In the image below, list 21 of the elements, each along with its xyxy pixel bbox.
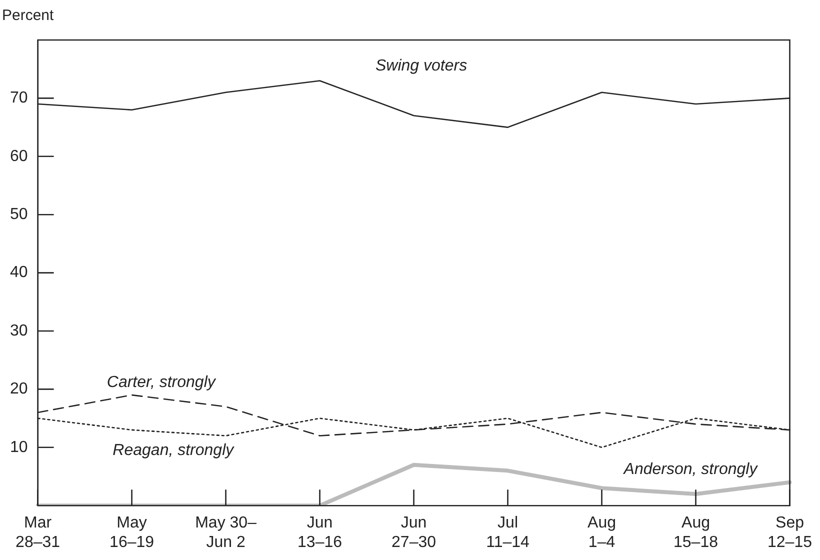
annotation: Carter, strongly xyxy=(106,374,216,392)
y-axis-title: Percent xyxy=(2,7,55,24)
y-tick-label: 60 xyxy=(10,148,28,165)
y-tick-label: 70 xyxy=(10,90,28,107)
x-tick-label: Jul 11–14 xyxy=(486,514,530,551)
x-tick-label: Aug 1–4 xyxy=(588,514,616,551)
x-tick-label: Aug 15–18 xyxy=(674,514,718,551)
annotation: Anderson, strongly xyxy=(622,461,758,478)
y-tick-label: 10 xyxy=(10,438,28,456)
x-tick-label: Sep 12–15 xyxy=(768,514,812,551)
y-tick-label: 20 xyxy=(10,380,28,398)
x-tick-label: Jun 27–30 xyxy=(392,514,436,551)
y-tick-label: 40 xyxy=(10,264,28,282)
x-tick-label: May 16–19 xyxy=(110,514,154,551)
y-tick-label: 30 xyxy=(10,322,28,340)
annotation: Reagan, strongly xyxy=(112,442,235,460)
x-tick-label: Mar 28–31 xyxy=(16,514,60,551)
x-tick-label: May 30– Jun 2 xyxy=(195,514,257,551)
x-tick-label: Jun 13–16 xyxy=(298,514,342,551)
y-tick-label: 50 xyxy=(10,206,28,224)
annotation: Swing voters xyxy=(376,58,468,75)
